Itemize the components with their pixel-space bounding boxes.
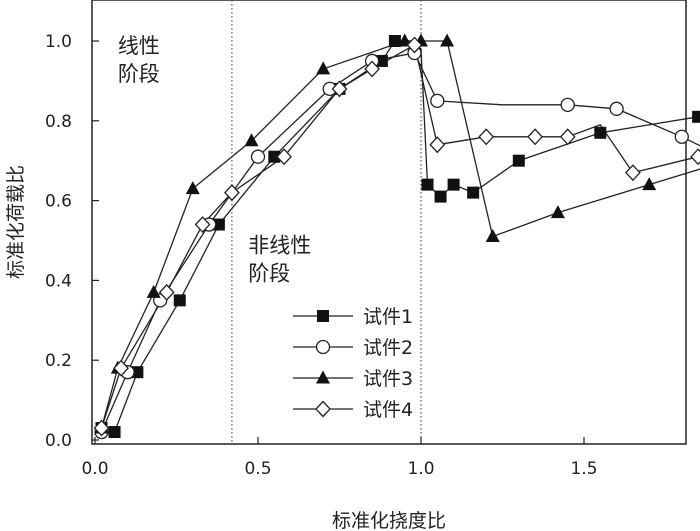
- data-point-1: [375, 54, 388, 67]
- x-tick-label: 0.0: [81, 459, 108, 479]
- data-point-1: [692, 110, 700, 123]
- data-point-3: [316, 61, 331, 75]
- legend-label: 试件1: [363, 306, 413, 328]
- data-point-1: [447, 178, 460, 191]
- data-point-4: [93, 419, 110, 437]
- data-point-4: [276, 148, 292, 166]
- x-tick-label: 1.5: [570, 459, 597, 479]
- data-point-1: [268, 150, 281, 163]
- legend-marker: [317, 310, 329, 322]
- data-point-1: [131, 366, 144, 379]
- data-point-3: [185, 181, 200, 195]
- y-tick-label: 0.6: [45, 192, 72, 212]
- stage-labels: 线性阶段非线性阶段下降阶段: [118, 34, 311, 286]
- y-axis-label: 标准化荷载比: [5, 165, 27, 279]
- x-tick-label: 0.5: [244, 459, 271, 479]
- stage-label-line: 线性: [118, 34, 160, 58]
- y-tick-label: 0.0: [45, 431, 72, 451]
- data-point-4: [559, 128, 576, 146]
- stage-label-line: 非线性: [248, 233, 311, 257]
- data-point-4: [194, 216, 211, 233]
- data-point-4: [690, 148, 700, 166]
- data-point-4: [625, 164, 641, 182]
- data-point-3: [642, 177, 657, 191]
- data-point-3: [550, 205, 565, 219]
- data-point-4: [113, 359, 129, 377]
- data-point-1: [173, 294, 186, 307]
- legend-marker: [315, 339, 331, 355]
- plot-frame: [91, 0, 687, 445]
- x-axis-label: 标准化挠度比: [332, 510, 446, 531]
- y-tick-label: 0.8: [45, 112, 72, 132]
- legend-marker: [316, 370, 330, 384]
- data-point-3: [244, 133, 259, 147]
- x-tick-label: 1.0: [407, 459, 434, 479]
- data-point-3: [440, 33, 455, 47]
- y-tick-label: 0.4: [45, 271, 72, 291]
- data-point-3: [397, 33, 412, 47]
- data-point-3: [485, 229, 500, 243]
- stage-label-line: 阶段: [248, 261, 290, 285]
- stage-label-line: 阶段: [118, 62, 160, 86]
- series-line-1: [101, 40, 700, 433]
- data-point-1: [467, 186, 480, 199]
- stage-label: 非线性阶段: [248, 233, 311, 285]
- legend-label: 试件4: [363, 399, 413, 421]
- data-point-3: [146, 284, 161, 298]
- data-point-1: [421, 178, 434, 191]
- data-point-4: [331, 80, 348, 98]
- data-point-2: [609, 101, 624, 116]
- data-point-4: [406, 36, 423, 54]
- legend-label: 试件2: [363, 337, 413, 359]
- data-point-1: [434, 190, 447, 203]
- legend: 试件1 试件2 试件3 试件4: [293, 306, 413, 421]
- data-point-4: [364, 60, 380, 78]
- data-point-4: [429, 136, 446, 154]
- data-point-1: [512, 154, 525, 167]
- y-tick-label: 1.0: [45, 32, 72, 52]
- data-point-4: [478, 128, 495, 146]
- data-point-1: [108, 426, 121, 439]
- y-tick-label: 0.2: [45, 351, 72, 371]
- data-point-2: [430, 93, 445, 108]
- data-point-2: [560, 97, 575, 112]
- y-axis: 0.0 0.2 0.4 0.6 0.8 1.0: [45, 32, 99, 451]
- data-point-1: [212, 218, 225, 231]
- data-point-1: [388, 35, 401, 47]
- x-axis: 0.00.51.01.52.02.53.03.5: [81, 437, 598, 479]
- data-point-1: [594, 126, 607, 139]
- series-markers: [93, 33, 700, 440]
- legend-label: 试件3: [363, 368, 413, 390]
- data-point-2: [674, 129, 689, 144]
- data-point-2: [250, 149, 266, 164]
- legend-marker: [315, 400, 331, 418]
- series-line-3: [100, 40, 700, 429]
- data-point-4: [158, 283, 175, 301]
- data-point-4: [224, 184, 240, 202]
- data-point-4: [527, 128, 543, 146]
- stage-label: 线性阶段: [118, 34, 160, 86]
